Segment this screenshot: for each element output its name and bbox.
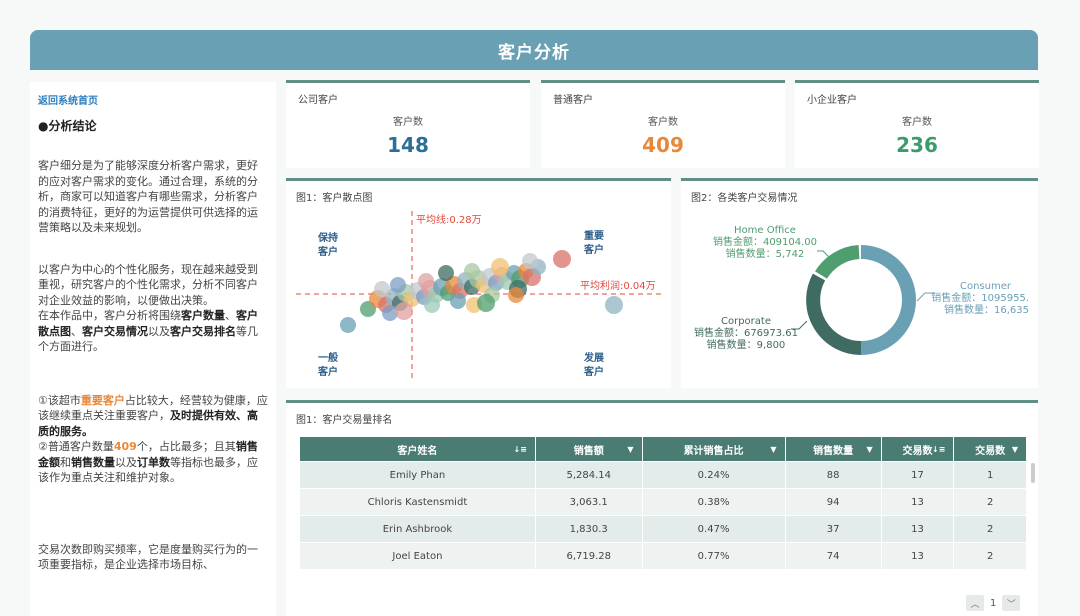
quadrant-label: 重要 <box>584 229 604 242</box>
donut-segment-home-office <box>815 245 860 279</box>
page-header: 客户分析 <box>30 30 1038 70</box>
back-home-link[interactable]: 返回系统首页 <box>38 96 98 107</box>
home-office-qty: 销售数量：5,742 <box>726 247 805 260</box>
kpi-value: 148 <box>387 133 429 157</box>
donut-segment-corporate <box>806 273 862 355</box>
scatter-point[interactable] <box>418 273 434 289</box>
corporate-amount: 销售金额：676973.61 <box>694 326 798 339</box>
customer-donut-chart: Home Office 销售金额：409104.00 销售数量：5,742 Co… <box>694 225 1029 355</box>
table-row[interactable]: Joel Eaton 6,719.28 0.77% 74 13 2 <box>299 542 1027 570</box>
col-quantity[interactable]: 销售数量 ▼ <box>784 436 882 462</box>
scatter-point[interactable] <box>424 297 440 313</box>
quadrant-label: 保持 <box>317 231 338 244</box>
dropdown-icon[interactable]: ▼ <box>627 445 634 454</box>
table-header-row: 客户姓名 ↓≡ 销售额 ▼ 累计销售占比 ▼ 销售数量 ▼ 交易数 ↓≡ 交易数 ▼ <box>299 436 1027 462</box>
scatter-point[interactable] <box>553 250 571 268</box>
kpi-value: 236 <box>896 133 938 157</box>
quadrant-label: 一般 <box>318 351 338 364</box>
paragraph-2: 以客户为中心的个性化服务，现在越来越受到重视，研究客户的个性化需求，分析不同客户… <box>38 262 258 354</box>
consumer-amount: 销售金额：1095955. <box>931 291 1029 304</box>
scatter-panel: 图1：客户散点图 平均线:0.28万 平均利润:0.04万 保持 客户 重要 客… <box>286 178 671 388</box>
kpi-card-regular: 普通客户 客户数 409 <box>541 80 785 168</box>
col-transactions-2[interactable]: 交易数 ▼ <box>953 436 1027 462</box>
quadrant-label: 客户 <box>583 243 604 256</box>
scatter-point[interactable] <box>605 296 623 314</box>
table-row[interactable]: Chloris Kastensmidt 3,063.1 0.38% 94 13 2 <box>299 488 1027 516</box>
home-office-name: Home Office <box>734 225 796 236</box>
donut-title: 图2：各类客户交易情况 <box>691 193 798 204</box>
scatter-title: 图1：客户散点图 <box>296 193 373 204</box>
quadrant-label: 客户 <box>583 365 604 378</box>
customer-scatter-chart: 平均线:0.28万 平均利润:0.04万 保持 客户 重要 客户 一般 客户 发… <box>296 211 661 381</box>
home-office-amount: 销售金额：409104.00 <box>713 235 817 248</box>
paragraph-1: 客户细分是为了能够深度分析客户需求，更好的应对客户需求的变化。通过合理，系统的分… <box>38 159 258 234</box>
scatter-point[interactable] <box>390 277 406 293</box>
scatter-point[interactable] <box>508 287 524 303</box>
col-transactions[interactable]: 交易数 ↓≡ <box>880 436 955 462</box>
scatter-point[interactable] <box>450 293 466 309</box>
col-customer-name[interactable]: 客户姓名 ↓≡ <box>299 436 536 462</box>
kpi-card-corporate: 公司客户 客户数 148 <box>286 80 530 168</box>
scatter-point[interactable] <box>522 253 538 269</box>
table-row[interactable]: Emily Phan 5,284.14 0.24% 88 17 1 <box>299 461 1027 489</box>
consumer-name: Consumer <box>960 281 1012 292</box>
scatter-points <box>340 250 623 333</box>
scatter-point[interactable] <box>374 281 390 297</box>
section-title: ●分析结论 <box>38 119 97 133</box>
avg-y-label: 平均利润:0.04万 <box>580 279 656 292</box>
paragraph-4: 交易次数即购买频率，它是度量购买行为的一项重要指标，是企业选择市场目标、 <box>38 542 258 572</box>
quadrant-label: 客户 <box>317 245 338 258</box>
conclusion-paragraph: ①该超市重要客户占比较大，经营较为健康，应该继续重点关注重要客户，及时提供有效、… <box>38 393 268 485</box>
table-scrollbar[interactable] <box>1031 463 1035 483</box>
dropdown-icon[interactable]: ▼ <box>770 445 777 454</box>
ranking-panel: 图1：客户交易量排名 客户姓名 ↓≡ 销售额 ▼ 累计销售占比 ▼ 销售数量 ▼ 交易数… <box>286 400 1038 616</box>
scatter-point[interactable] <box>395 302 413 320</box>
col-cumulative-share[interactable]: 累计销售占比 ▼ <box>641 436 786 462</box>
consumer-qty: 销售数量：16,635 <box>944 303 1029 316</box>
quadrant-label: 客户 <box>317 365 338 378</box>
sort-icon[interactable]: ↓≡ <box>931 445 946 454</box>
sort-icon[interactable]: ↓≡ <box>513 445 527 454</box>
kpi-card-small-business: 小企业客户 客户数 236 <box>795 80 1039 168</box>
scatter-point[interactable] <box>438 265 454 281</box>
dropdown-icon[interactable]: ▼ <box>866 445 873 454</box>
donut-segment-consumer <box>860 245 916 355</box>
scatter-point[interactable] <box>340 317 356 333</box>
page-title: 客户分析 <box>498 42 570 63</box>
scatter-point[interactable] <box>491 258 509 276</box>
scatter-point[interactable] <box>382 305 398 321</box>
scatter-point[interactable] <box>477 294 495 312</box>
prev-page-button[interactable]: ︿ <box>966 595 984 611</box>
ranking-title: 图1：客户交易量排名 <box>296 415 393 426</box>
pagination: ︿ 1 ﹀ <box>966 595 1021 611</box>
donut-panel: 图2：各类客户交易情况 Home Office 销售金额：409104.00 销… <box>681 178 1038 388</box>
corporate-name: Corporate <box>721 316 771 327</box>
table-row[interactable]: Erin Ashbrook 1,830.3 0.47% 37 13 2 <box>299 515 1027 543</box>
analysis-panel: 返回系统首页 ●分析结论 客户细分是为了能够深度分析客户需求，更好的应对客户需求… <box>30 82 276 616</box>
corporate-qty: 销售数量：9,800 <box>707 338 786 351</box>
page-number: 1 <box>990 597 997 609</box>
col-sales[interactable]: 销售额 ▼ <box>534 436 643 462</box>
ranking-table: 客户姓名 ↓≡ 销售额 ▼ 累计销售占比 ▼ 销售数量 ▼ 交易数 ↓≡ 交易数 ▼ Emi… <box>299 436 1027 570</box>
dropdown-icon[interactable]: ▼ <box>1011 445 1018 454</box>
kpi-value: 409 <box>642 133 684 157</box>
scatter-point[interactable] <box>464 263 480 279</box>
next-page-button[interactable]: ﹀ <box>1002 595 1021 611</box>
avg-x-label: 平均线:0.28万 <box>416 213 482 226</box>
quadrant-label: 发展 <box>583 351 604 364</box>
